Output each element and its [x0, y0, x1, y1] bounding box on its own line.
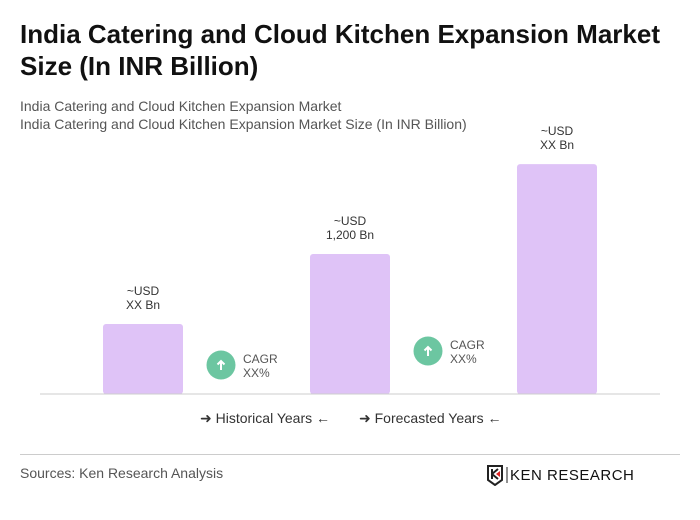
arrow-up-icon — [423, 345, 433, 356]
data-label: 1,200 Bn — [326, 228, 374, 242]
cagr-label: XX% — [243, 366, 270, 380]
bar — [103, 324, 183, 394]
bar — [517, 164, 597, 394]
data-label: ~USD — [334, 214, 367, 228]
cagr-label: CAGR — [450, 338, 485, 352]
arrow-right-icon: ➜ — [200, 410, 212, 426]
footer-divider — [20, 454, 680, 455]
cagr-label: XX% — [450, 352, 477, 366]
ken-research-logo: KEN RESEARCH — [486, 464, 656, 491]
data-label: ~USD — [127, 284, 160, 298]
arrow-up-icon — [216, 359, 226, 370]
legend-historical: ➜ Historical Years ← — [200, 410, 330, 427]
cagr-label: CAGR — [243, 352, 278, 366]
legend-forecasted: ➜ Forecasted Years ← — [359, 410, 501, 427]
arrow-left-icon: ← — [487, 410, 502, 426]
chart-title: India Catering and Cloud Kitchen Expansi… — [20, 19, 660, 81]
chart-subtitle-2: India Catering and Cloud Kitchen Expansi… — [20, 116, 467, 132]
arrow-right-icon: ➜ — [359, 410, 371, 426]
arrow-left-icon: ← — [316, 410, 331, 426]
chart-subtitle: India Catering and Cloud Kitchen Expansi… — [20, 98, 342, 114]
legend-historical-label: Historical Years — [215, 410, 313, 426]
source-text: Sources: Ken Research Analysis — [20, 465, 224, 481]
data-label: ~USD — [541, 124, 574, 138]
data-label: XX Bn — [540, 138, 574, 152]
data-label: XX Bn — [126, 298, 160, 312]
svg-text:KEN RESEARCH: KEN RESEARCH — [510, 467, 634, 484]
bar — [310, 254, 390, 394]
legend-forecasted-label: Forecasted Years — [374, 410, 484, 426]
